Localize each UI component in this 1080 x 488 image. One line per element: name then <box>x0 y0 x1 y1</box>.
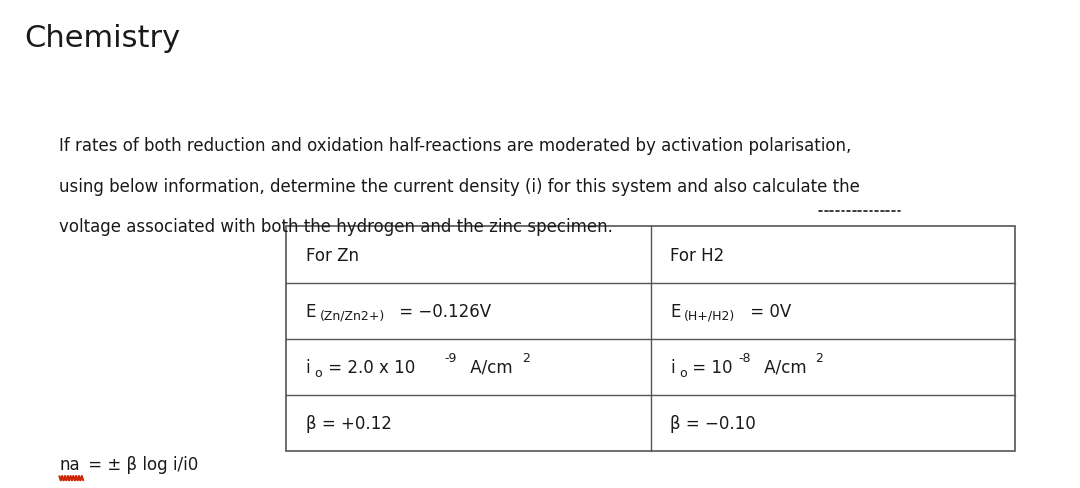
Text: voltage associated with both the hydrogen and the zinc specimen.: voltage associated with both the hydroge… <box>59 217 613 235</box>
Text: = 10: = 10 <box>688 358 733 376</box>
Text: 2: 2 <box>522 351 529 364</box>
Text: -9: -9 <box>444 351 456 364</box>
Text: = 0V: = 0V <box>745 302 791 320</box>
Text: For Zn: For Zn <box>306 246 359 264</box>
Text: o: o <box>314 366 322 380</box>
Text: Chemistry: Chemistry <box>24 24 180 53</box>
Text: using below information, determine the current density (i) for this system and a: using below information, determine the c… <box>59 178 861 196</box>
Text: na: na <box>59 455 80 472</box>
Text: β = −0.10: β = −0.10 <box>671 414 756 432</box>
Text: = ± β log i/i0: = ± β log i/i0 <box>83 455 199 472</box>
Text: i: i <box>306 358 310 376</box>
Text: For H2: For H2 <box>671 246 725 264</box>
Text: A/cm: A/cm <box>759 358 807 376</box>
Text: (H+/H2): (H+/H2) <box>685 308 735 322</box>
Text: -8: -8 <box>739 351 751 364</box>
Text: = −0.126V: = −0.126V <box>394 302 491 320</box>
Text: A/cm: A/cm <box>465 358 513 376</box>
Text: E: E <box>306 302 316 320</box>
Text: i: i <box>671 358 675 376</box>
Text: (Zn/Zn2+): (Zn/Zn2+) <box>320 308 384 322</box>
Bar <box>286 227 1015 451</box>
Text: E: E <box>671 302 680 320</box>
Text: 2: 2 <box>815 351 823 364</box>
Text: β = +0.12: β = +0.12 <box>306 414 392 432</box>
Text: = 2.0 x 10: = 2.0 x 10 <box>323 358 415 376</box>
Text: o: o <box>679 366 687 380</box>
Text: If rates of both reduction and oxidation half-reactions are moderated by activat: If rates of both reduction and oxidation… <box>59 137 852 155</box>
